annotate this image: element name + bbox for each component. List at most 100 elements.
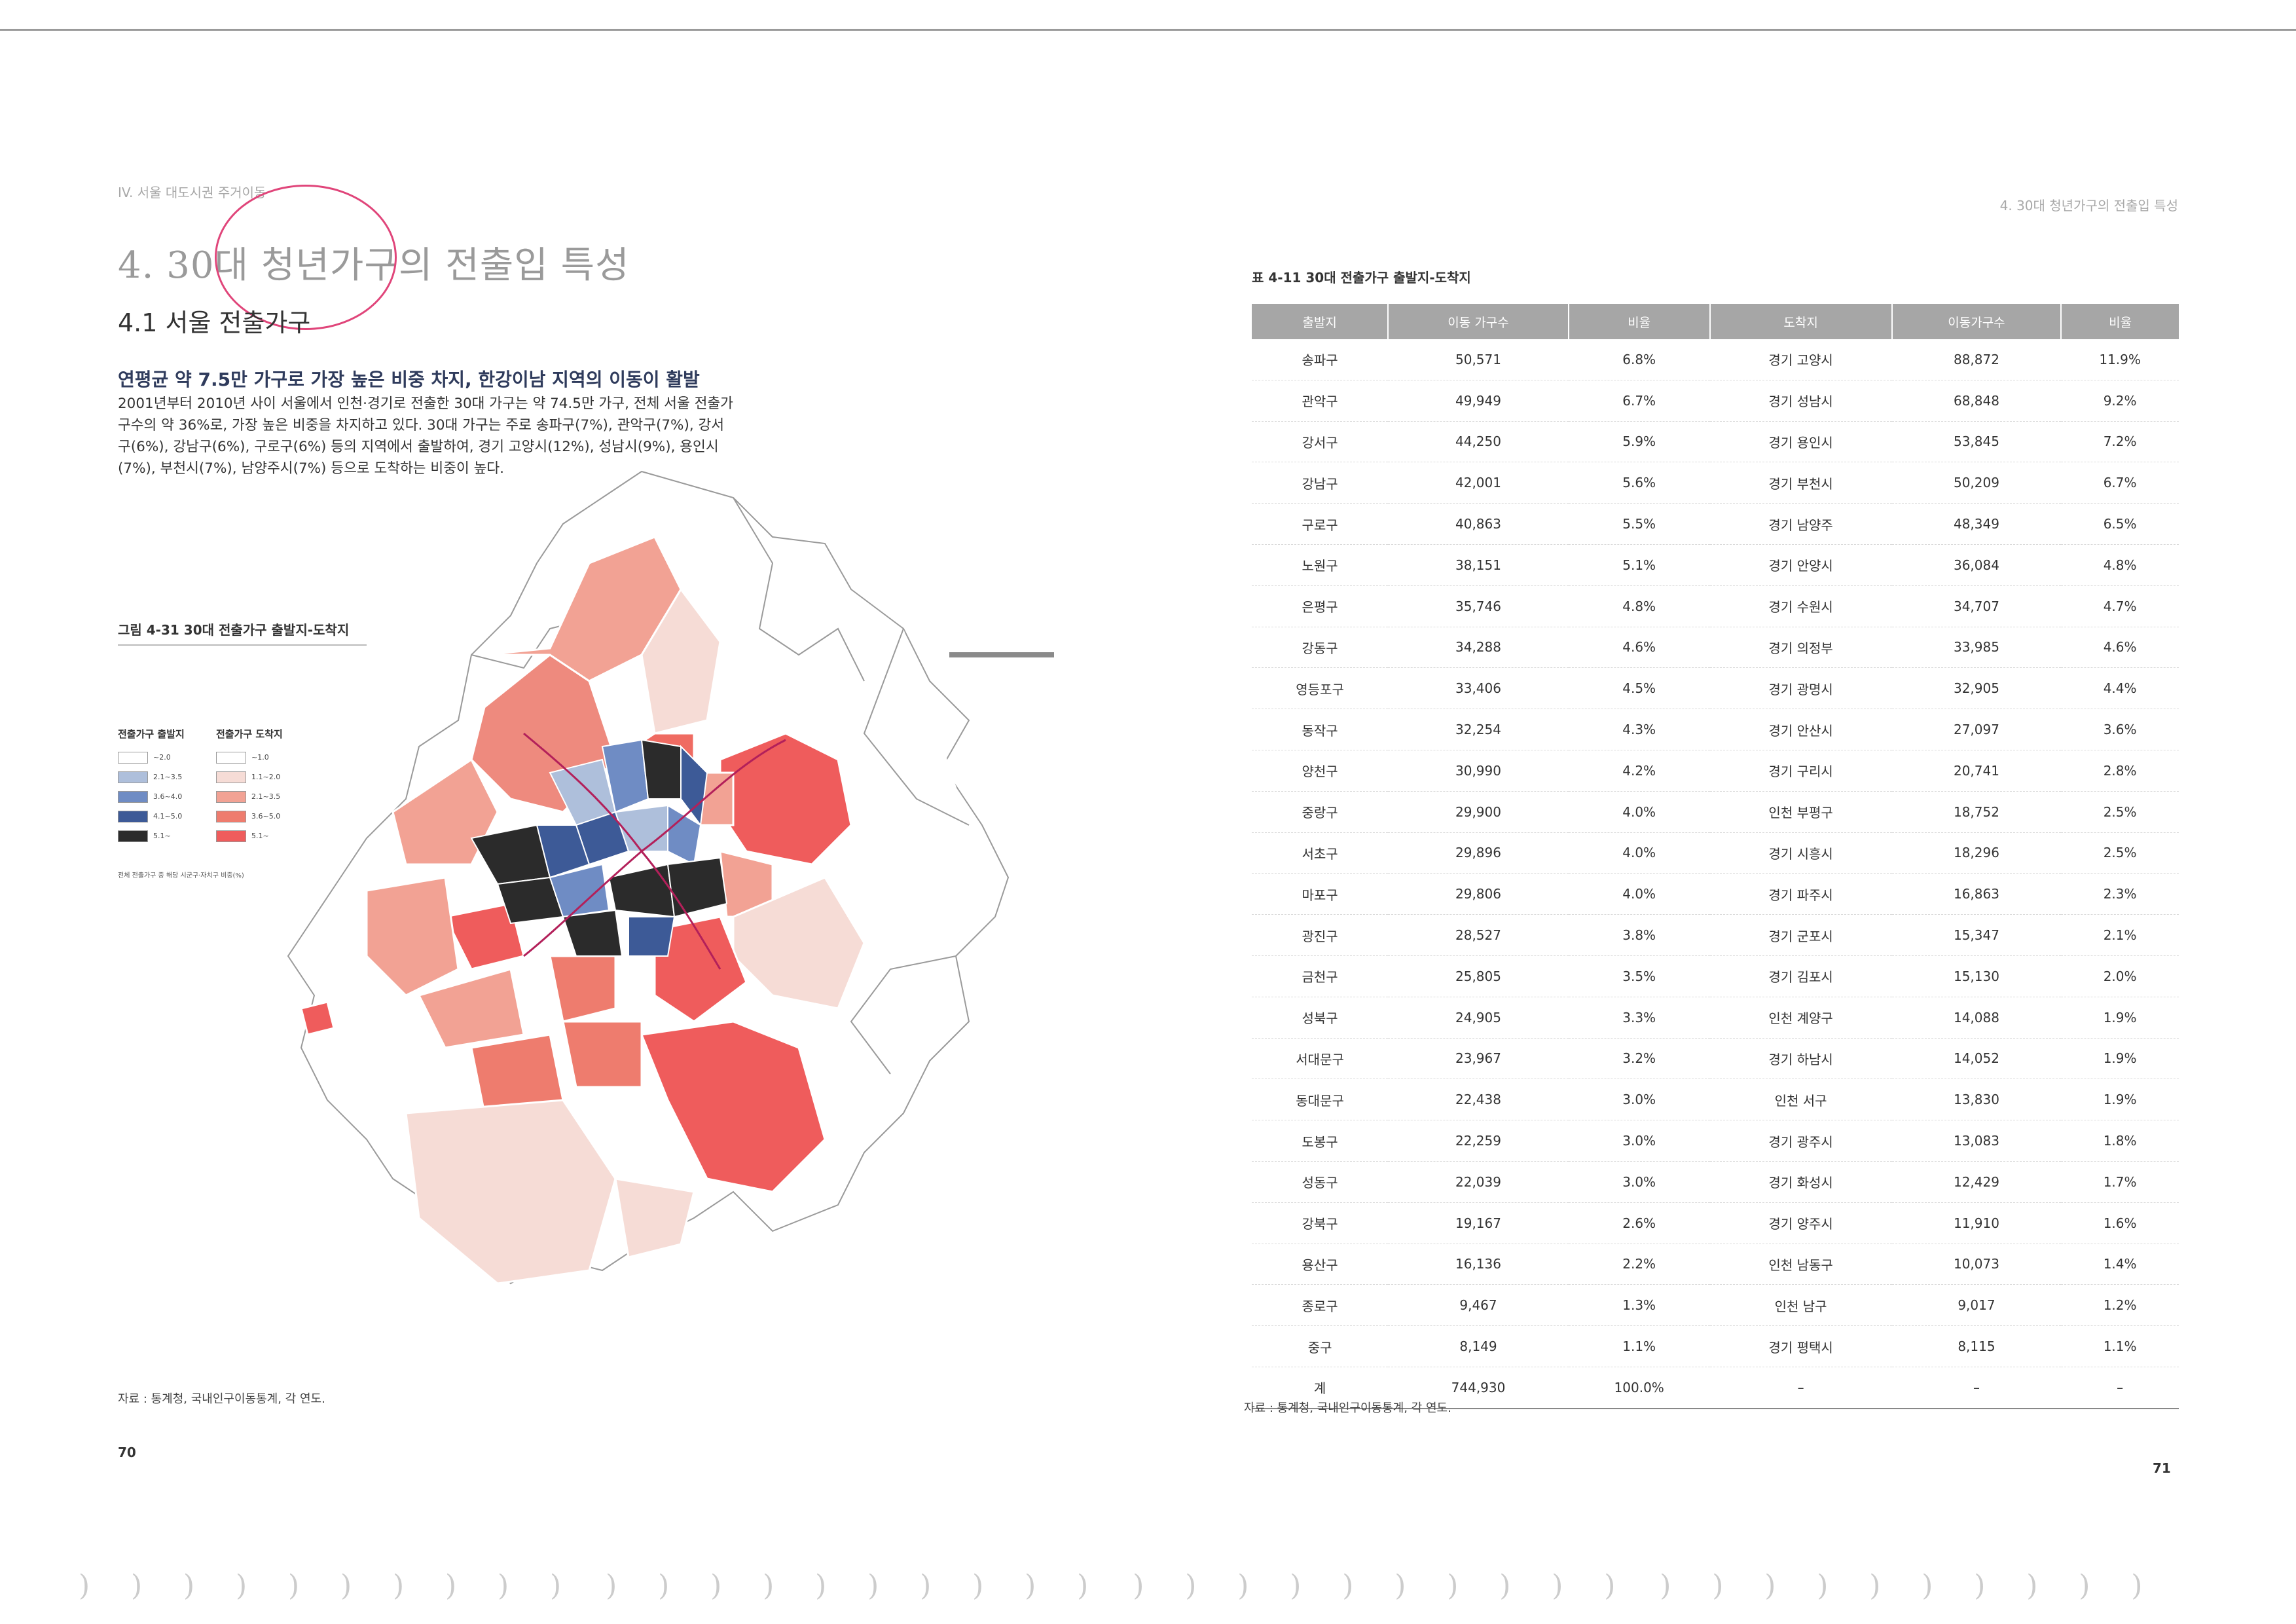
- table-cell: 14,052: [1891, 1038, 2062, 1080]
- table-cell: 관악구: [1252, 380, 1389, 422]
- table-cell: 종로구: [1252, 1284, 1389, 1327]
- handwritten-arrows: [523, 732, 786, 970]
- table-cell: –: [1709, 1367, 1892, 1409]
- table-cell: 경기 하남시: [1709, 1038, 1892, 1080]
- table-cell: 광진구: [1252, 914, 1389, 956]
- table-cell: 3.3%: [1568, 997, 1710, 1039]
- table-cell: 9,467: [1388, 1284, 1569, 1327]
- table-cell: 중랑구: [1252, 791, 1389, 833]
- table-cell: 은평구: [1252, 585, 1389, 627]
- table-cell: 경기 고양시: [1709, 339, 1892, 380]
- table-cell: 7.2%: [2061, 421, 2179, 463]
- table-cell: 2.0%: [2061, 955, 2179, 997]
- table-cell: 성북구: [1252, 997, 1389, 1039]
- table-header-row: 출발지 이동 가구수 비율 도착지 이동가구수 비율: [1252, 304, 2179, 339]
- table-row: 강동구 34,288 4.6% 경기 의정부 33,985 4.6%: [1252, 627, 2179, 669]
- table-cell: 경기 광주시: [1709, 1120, 1892, 1162]
- table-cell: 50,571: [1388, 339, 1569, 380]
- legend-destination-swatch: [216, 791, 246, 803]
- table-cell: 2.5%: [2061, 791, 2179, 833]
- legend-origin-label: 3.6~4.0: [153, 792, 183, 801]
- table-cell: 1.9%: [2061, 1038, 2179, 1080]
- table-row: 중구 8,149 1.1% 경기 평택시 8,115 1.1%: [1252, 1325, 2179, 1367]
- table-row: 서초구 29,896 4.0% 경기 시흥시 18,296 2.5%: [1252, 832, 2179, 874]
- table-cell: 32,254: [1388, 709, 1569, 750]
- table-row: 성동구 22,039 3.0% 경기 화성시 12,429 1.7%: [1252, 1161, 2179, 1203]
- legend-destination-swatch: [216, 771, 246, 783]
- table-cell: 4.2%: [1568, 750, 1710, 792]
- table-cell: 서대문구: [1252, 1038, 1389, 1080]
- table-row: 강서구 44,250 5.9% 경기 용인시 53,845 7.2%: [1252, 421, 2179, 463]
- table-cell: 100.0%: [1568, 1367, 1710, 1409]
- table-row: 영등포구 33,406 4.5% 경기 광명시 32,905 4.4%: [1252, 667, 2179, 710]
- table-cell: 12,429: [1891, 1161, 2062, 1203]
- section-title: 4.1 서울 전출가구: [118, 308, 311, 337]
- legend-destination-label: 5.1~: [251, 832, 269, 840]
- table-cell: 성동구: [1252, 1161, 1389, 1203]
- table-cell: 14,088: [1891, 997, 2062, 1039]
- table-cell: 32,905: [1891, 667, 2062, 710]
- table-cell: 29,896: [1388, 832, 1569, 874]
- table-row: 종로구 9,467 1.3% 인천 남구 9,017 1.2%: [1252, 1284, 2179, 1327]
- table-cell: 3.5%: [1568, 955, 1710, 997]
- table-cell: 6.7%: [1568, 380, 1710, 422]
- table-row: 노원구 38,151 5.1% 경기 안양시 36,084 4.8%: [1252, 544, 2179, 586]
- seoul-districts: [470, 739, 728, 957]
- headline: 연평균 약 7.5만 가구로 가장 높은 비중 차지, 한강이남 지역의 이동이…: [118, 369, 700, 390]
- table-cell: 15,347: [1891, 914, 2062, 956]
- legend-origin-header: 전출가구 출발지: [118, 728, 185, 740]
- table-cell: 경기 의정부: [1709, 627, 1892, 669]
- table-cell: 3.6%: [2061, 709, 2179, 750]
- table-cell: 영등포구: [1252, 667, 1389, 710]
- table-cell: 경기 안산시: [1709, 709, 1892, 750]
- table-cell: 1.1%: [2061, 1325, 2179, 1367]
- table-row: 금천구 25,805 3.5% 경기 김포시 15,130 2.0%: [1252, 955, 2179, 997]
- table-cell: 15,130: [1891, 955, 2062, 997]
- table-row: 광진구 28,527 3.8% 경기 군포시 15,347 2.1%: [1252, 914, 2179, 956]
- table-cell: 경기 양주시: [1709, 1202, 1892, 1244]
- table-cell: 경기 수원시: [1709, 585, 1892, 627]
- table-row: 동작구 32,254 4.3% 경기 안산시 27,097 3.6%: [1252, 709, 2179, 750]
- table-cell: 9.2%: [2061, 380, 2179, 422]
- body-paragraph: 2001년부터 2010년 사이 서울에서 인천·경기로 전출한 30대 가구는…: [118, 396, 733, 477]
- legend-note: 전체 전출가구 중 해당 시군구·자치구 비중(%): [118, 872, 244, 879]
- region-siheung: [417, 968, 525, 1049]
- table-row: 동대문구 22,438 3.0% 인천 서구 13,830 1.9%: [1252, 1079, 2179, 1121]
- table-cell: 경기 안양시: [1709, 544, 1892, 586]
- left-page-number: 70: [118, 1445, 136, 1460]
- figure-title: 그림 4-31 30대 전출가구 출발지-도착지: [118, 622, 350, 638]
- table-cell: 강동구: [1252, 627, 1389, 669]
- legend-destination-swatch: [216, 830, 246, 842]
- table-cell: 인천 남구: [1709, 1284, 1892, 1327]
- table-cell: 42,001: [1388, 462, 1569, 504]
- table-row: 송파구 50,571 6.8% 경기 고양시 88,872 11.9%: [1252, 339, 2179, 380]
- column-header: 도착지: [1709, 304, 1893, 339]
- table-row: 양천구 30,990 4.2% 경기 구리시 20,741 2.8%: [1252, 750, 2179, 792]
- table-cell: 강북구: [1252, 1202, 1389, 1244]
- table-cell: 경기 파주시: [1709, 873, 1892, 915]
- region-yangju: [640, 587, 721, 735]
- table-cell: 5.6%: [1568, 462, 1710, 504]
- table-cell: 35,746: [1388, 585, 1569, 627]
- table-cell: 88,872: [1891, 339, 2062, 380]
- legend-destination-swatch: [216, 752, 246, 764]
- table-cell: 4.7%: [2061, 585, 2179, 627]
- table-row: 성북구 24,905 3.3% 인천 계양구 14,088 1.9%: [1252, 997, 2179, 1039]
- table-cell: 1.9%: [2061, 1079, 2179, 1121]
- table-row: 서대문구 23,967 3.2% 경기 하남시 14,052 1.9%: [1252, 1038, 2179, 1080]
- table-cell: 인천 계양구: [1709, 997, 1892, 1039]
- table-cell: 1.6%: [2061, 1202, 2179, 1244]
- legend-origin-label: 2.1~3.5: [153, 773, 183, 781]
- table-cell: 6.8%: [1568, 339, 1710, 380]
- table-cell: 마포구: [1252, 873, 1389, 915]
- table-cell: 4.0%: [1568, 873, 1710, 915]
- table-row: 계 744,930 100.0% – – –: [1252, 1367, 2179, 1409]
- table-cell: 20,741: [1891, 750, 2062, 792]
- table-cell: 44,250: [1388, 421, 1569, 463]
- table-cell: 22,259: [1388, 1120, 1569, 1162]
- table-cell: 50,209: [1891, 462, 2062, 504]
- legend-destination-label: 2.1~3.5: [251, 792, 281, 801]
- table-cell: 36,084: [1891, 544, 2062, 586]
- region-pyeongtaek: [614, 1177, 695, 1259]
- table-cell: 6.7%: [2061, 462, 2179, 504]
